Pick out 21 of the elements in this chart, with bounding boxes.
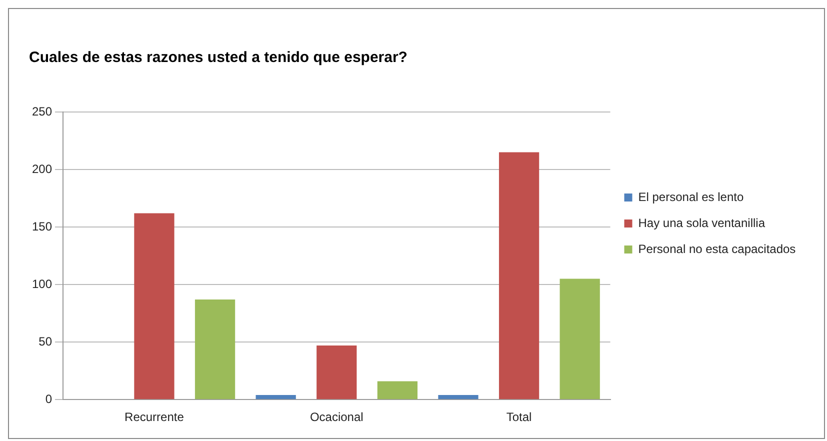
bar <box>560 278 600 400</box>
bar <box>256 395 296 400</box>
y-tick-label: 0 <box>45 392 52 406</box>
x-tick-label: Ocacional <box>310 410 364 424</box>
y-tick-label: 100 <box>32 276 52 291</box>
legend-label: El personal es lento <box>638 190 744 204</box>
y-tick-label: 150 <box>32 219 52 234</box>
bar <box>134 213 174 400</box>
bar <box>498 152 540 400</box>
x-tick-label: Recurrente <box>124 410 184 424</box>
legend-label: Personal no esta capacitados <box>638 242 796 256</box>
y-tick-label: 250 <box>32 104 52 118</box>
x-tick-label: Total <box>506 410 532 424</box>
bar <box>316 346 357 400</box>
y-tick-label: 50 <box>38 334 52 348</box>
legend-label: Hay una sola ventanillia <box>638 216 766 230</box>
bar <box>194 300 236 400</box>
bar <box>438 395 478 400</box>
bar <box>377 381 418 400</box>
y-tick-label: 200 <box>32 162 52 176</box>
chart-title: Cuales de estas razones usted a tenido que esperar? <box>29 49 408 66</box>
